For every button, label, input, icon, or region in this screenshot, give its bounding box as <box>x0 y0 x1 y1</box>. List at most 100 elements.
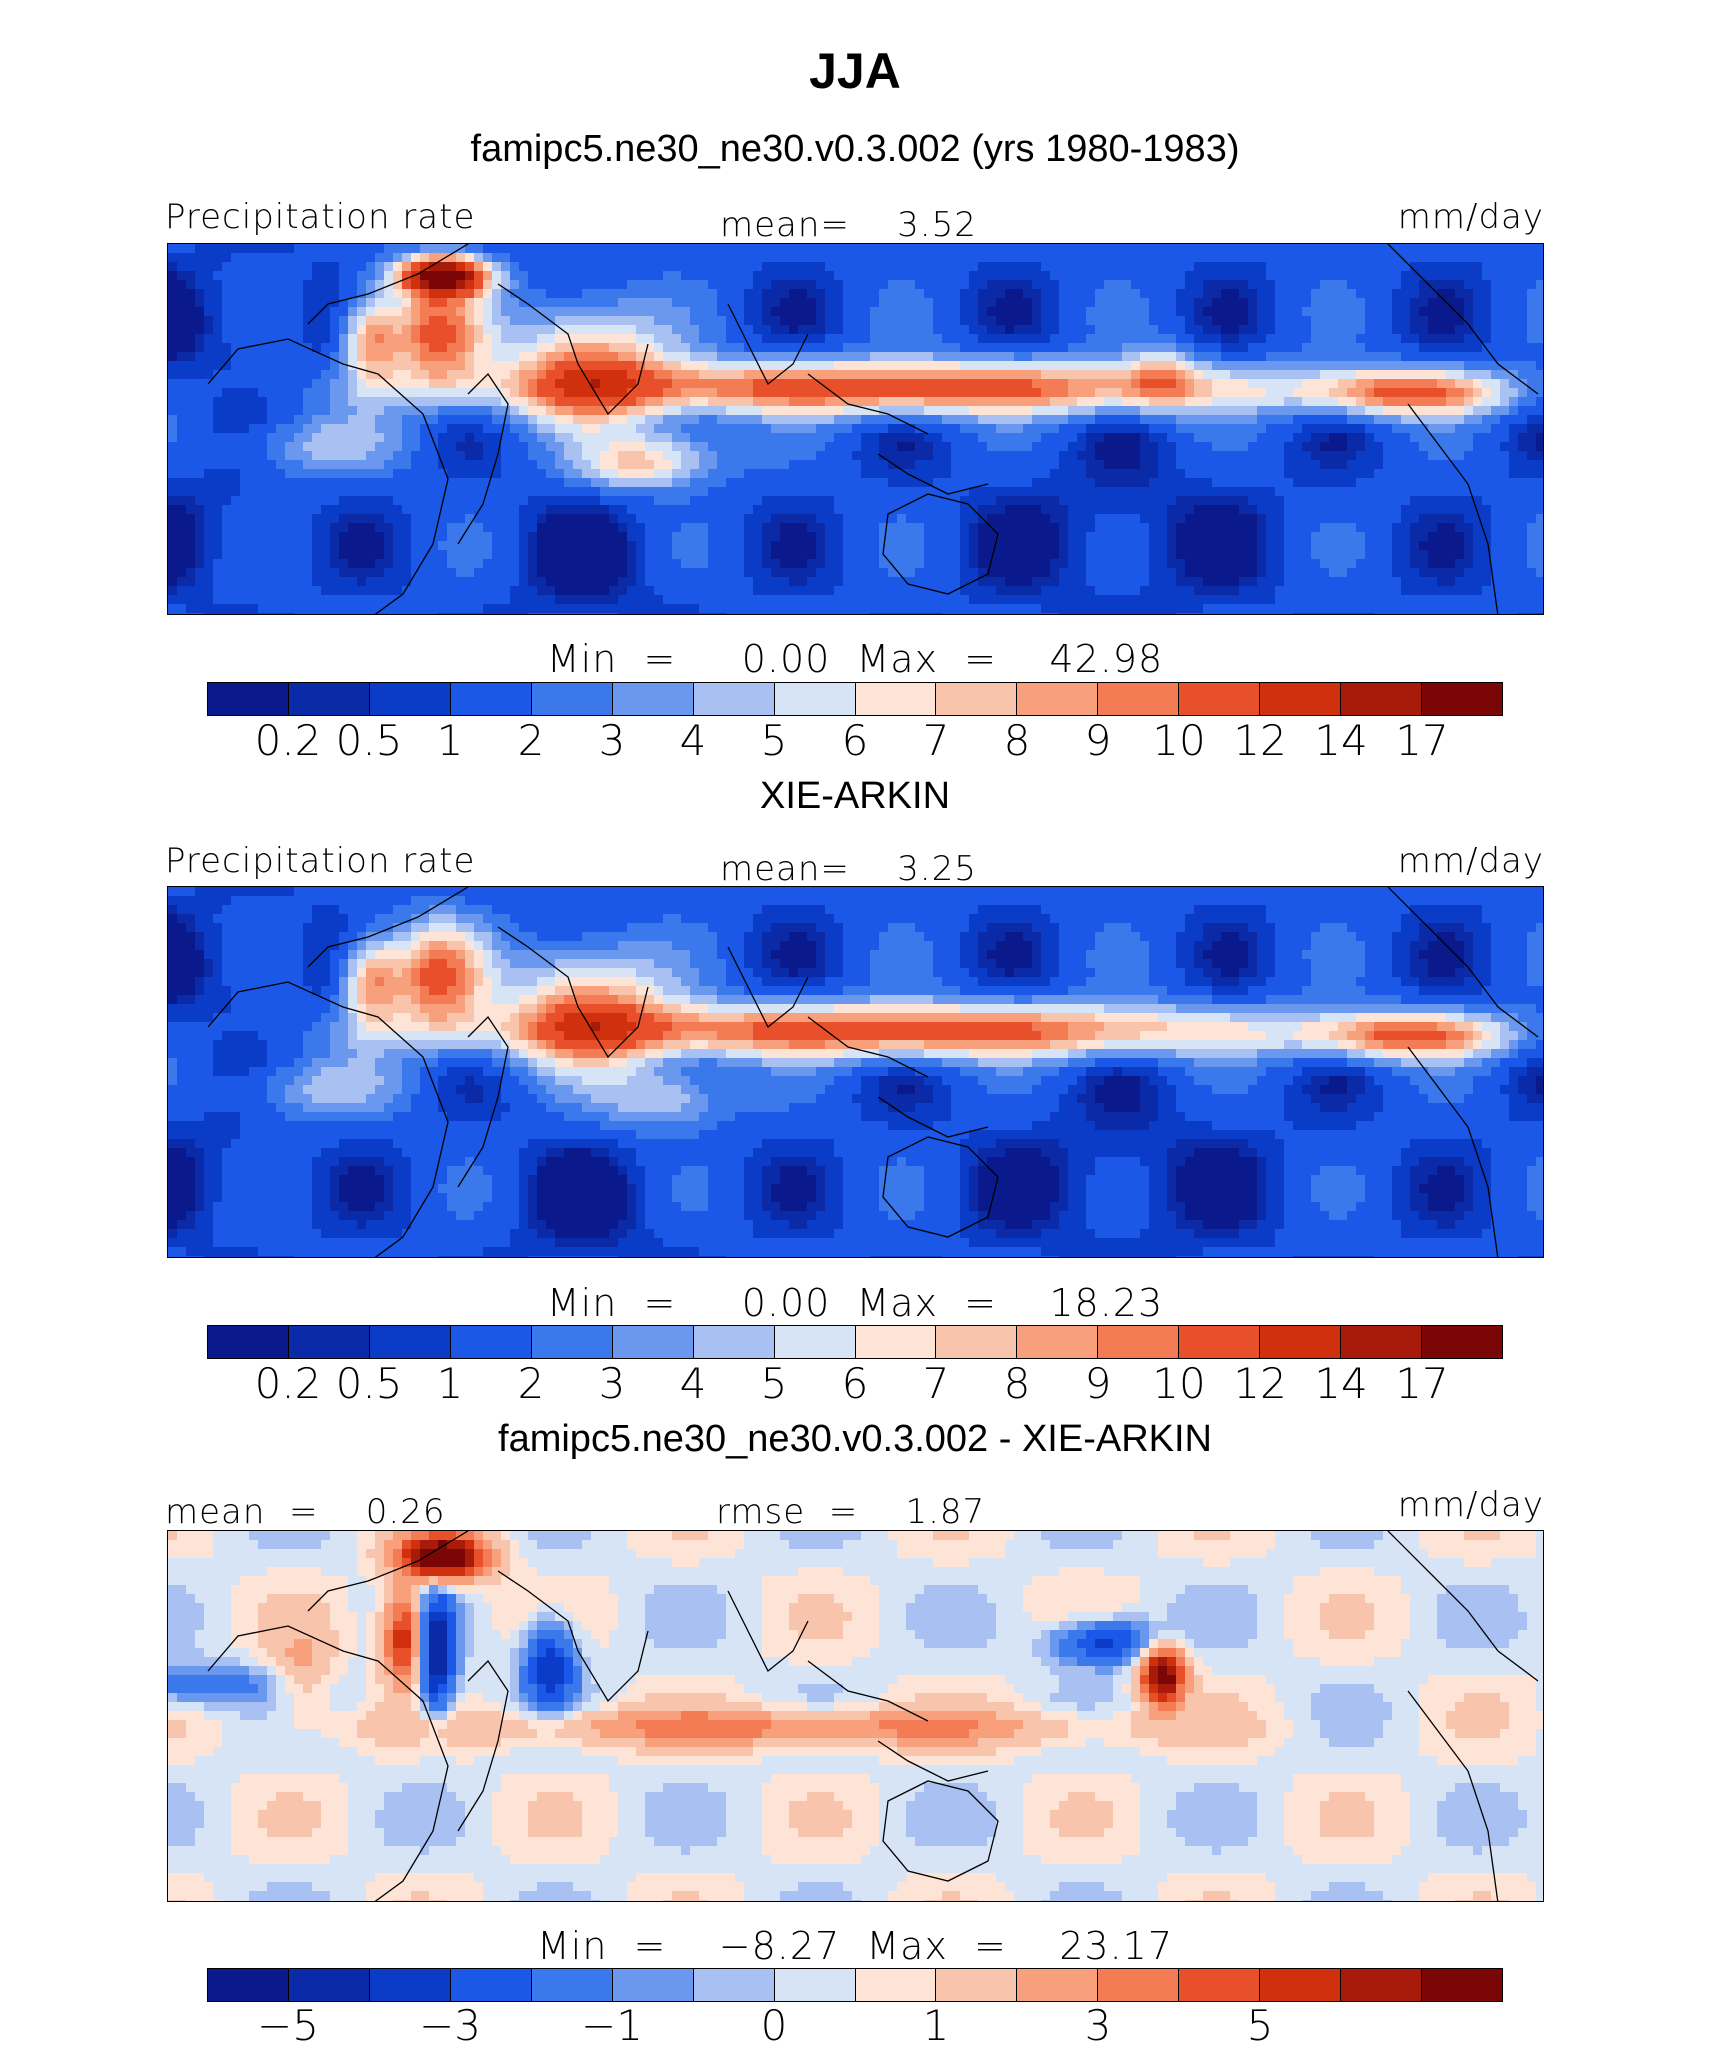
map-cell <box>726 496 736 506</box>
map-cell <box>1464 307 1474 317</box>
map-cell <box>717 253 727 263</box>
map-cell <box>213 514 223 524</box>
map-cell <box>420 406 430 416</box>
map-cell <box>303 289 313 299</box>
map-cell <box>456 514 466 524</box>
map-cell <box>420 316 430 326</box>
map-cell <box>798 244 808 254</box>
map-cell <box>213 460 223 470</box>
map-cell <box>1455 433 1465 443</box>
map-cell <box>1419 514 1429 524</box>
map-cell <box>924 262 934 272</box>
map-cell <box>1509 496 1519 506</box>
map-cell <box>1131 406 1141 416</box>
map-cell <box>843 532 853 542</box>
map-cell <box>879 280 889 290</box>
map-cell <box>375 460 385 470</box>
map-cell <box>1527 343 1537 353</box>
map-cell <box>609 460 619 470</box>
map-cell <box>978 496 988 506</box>
map-cell <box>429 352 439 362</box>
map-cell <box>402 334 412 344</box>
map-cell <box>843 343 853 353</box>
map-cell <box>1518 379 1528 389</box>
map-cell <box>1338 523 1348 533</box>
map-cell <box>645 244 655 254</box>
map-cell <box>456 523 466 533</box>
map-cell <box>267 505 277 515</box>
map-cell <box>1320 289 1330 299</box>
map-cell <box>1257 289 1267 299</box>
map-cell <box>654 496 664 506</box>
map-cell <box>375 244 385 254</box>
map-cell <box>1392 262 1402 272</box>
map-cell <box>1419 451 1429 461</box>
map-cell <box>1023 433 1033 443</box>
map-cell <box>501 343 511 353</box>
map-cell <box>1518 271 1528 281</box>
map-cell <box>897 469 907 479</box>
map-cell <box>1032 415 1042 425</box>
map-cell <box>321 406 331 416</box>
map-cell <box>1320 442 1330 452</box>
map-cell <box>960 532 970 542</box>
map-cell <box>1203 334 1213 344</box>
map-cell <box>1149 514 1159 524</box>
map-cell <box>879 361 889 371</box>
map-cell <box>1176 388 1186 398</box>
map-cell <box>663 460 673 470</box>
map-cell <box>1383 505 1393 515</box>
map-cell <box>726 523 736 533</box>
map-cell <box>1536 244 1543 254</box>
map-cell <box>1509 460 1519 470</box>
map-cell <box>321 361 331 371</box>
map-cell <box>186 388 196 398</box>
map-cell <box>1437 271 1447 281</box>
map-cell <box>1194 487 1204 497</box>
map-cell <box>672 379 682 389</box>
map-cell <box>402 361 412 371</box>
map-cell <box>438 334 448 344</box>
map-cell <box>1320 415 1330 425</box>
map-cell <box>402 253 412 263</box>
map-cell <box>591 523 601 533</box>
map-cell <box>1347 460 1357 470</box>
map-cell <box>1266 460 1276 470</box>
map-cell <box>1536 514 1543 524</box>
map-cell <box>177 433 187 443</box>
map-cell <box>924 478 934 488</box>
map-cell <box>186 379 196 389</box>
map-cell <box>1464 280 1474 290</box>
map-cell <box>681 244 691 254</box>
map-cell <box>1104 316 1114 326</box>
map-cell <box>960 361 970 371</box>
map-cell <box>357 289 367 299</box>
map-cell <box>600 244 610 254</box>
map-cell <box>960 451 970 461</box>
map-cell <box>1140 307 1150 317</box>
map-cell <box>906 433 916 443</box>
map-cell <box>267 262 277 272</box>
map-cell <box>1050 424 1060 434</box>
map-cell <box>780 325 790 335</box>
map-cell <box>1122 442 1132 452</box>
map-cell <box>618 361 628 371</box>
map-cell <box>1050 388 1060 398</box>
map-cell <box>1365 505 1375 515</box>
map-cell <box>708 442 718 452</box>
map-cell <box>1275 523 1285 533</box>
map-cell <box>1392 352 1402 362</box>
map-cell <box>915 532 925 542</box>
map-cell <box>267 469 277 479</box>
map-cell <box>240 253 250 263</box>
map-cell <box>609 307 619 317</box>
map-cell <box>924 343 934 353</box>
map-cell <box>276 361 286 371</box>
map-cell <box>276 307 286 317</box>
map-cell <box>1473 289 1483 299</box>
map-cell <box>834 316 844 326</box>
map-cell <box>456 307 466 317</box>
map-cell <box>1428 496 1438 506</box>
map-cell <box>186 469 196 479</box>
map-cell <box>690 469 700 479</box>
